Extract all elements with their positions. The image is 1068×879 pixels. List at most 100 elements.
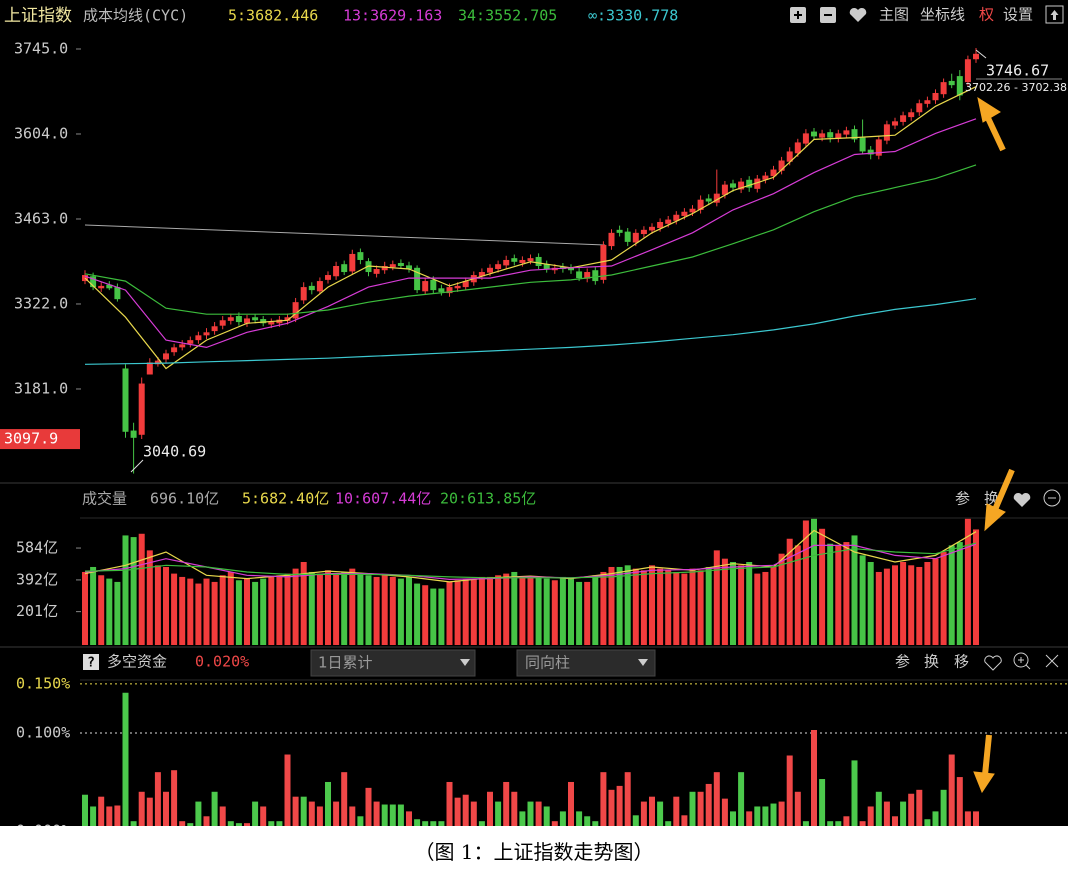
volume-bar bbox=[657, 568, 664, 645]
export-icon[interactable] bbox=[1045, 5, 1064, 24]
annotation: 3702.26 - 3702.38 bbox=[965, 81, 1067, 94]
candle-body bbox=[964, 59, 971, 83]
candle-body bbox=[195, 335, 202, 341]
toolbar-button[interactable]: 设置 bbox=[1003, 6, 1033, 24]
candle-body bbox=[649, 226, 655, 231]
dropdown-arrow bbox=[460, 659, 470, 666]
candle-body bbox=[924, 100, 931, 104]
flow-bar bbox=[325, 781, 331, 826]
volume-bar bbox=[462, 578, 469, 645]
candle-body bbox=[640, 229, 647, 235]
candle-body bbox=[827, 132, 834, 138]
flow-bar bbox=[349, 806, 356, 826]
candle-body bbox=[373, 269, 380, 274]
flow-bar bbox=[932, 811, 939, 826]
candle-body bbox=[438, 288, 445, 292]
candle-body bbox=[122, 368, 129, 432]
volume-bar bbox=[640, 570, 647, 645]
y-tick-label: 0.150% bbox=[16, 674, 70, 692]
volume-bar bbox=[146, 550, 153, 645]
volume-bar bbox=[697, 570, 704, 645]
toolbar-button[interactable]: 主图 bbox=[879, 6, 909, 24]
close-panel-icon[interactable] bbox=[1043, 489, 1061, 507]
ma-line bbox=[84, 298, 977, 365]
panel-button[interactable]: 参 bbox=[895, 653, 910, 671]
volume-bar bbox=[924, 561, 931, 645]
candle-body bbox=[746, 179, 753, 188]
candle-body bbox=[608, 232, 615, 247]
flow-bar bbox=[964, 811, 971, 826]
volume-bar bbox=[511, 571, 518, 645]
candle-body bbox=[292, 302, 299, 319]
flow-current: 0.020% bbox=[195, 653, 249, 671]
volume-bar bbox=[122, 535, 129, 645]
close-icon[interactable] bbox=[1045, 654, 1059, 668]
ma-line bbox=[84, 542, 977, 579]
candle-body bbox=[819, 133, 826, 138]
candle-body bbox=[673, 214, 680, 221]
dropdown[interactable] bbox=[516, 649, 656, 677]
flow-bar bbox=[811, 730, 817, 826]
flow-bar bbox=[406, 811, 412, 826]
volume-bar bbox=[802, 520, 809, 645]
zoom-icon[interactable] bbox=[1013, 652, 1029, 668]
candle-body bbox=[495, 264, 502, 270]
volume-bar bbox=[883, 568, 890, 645]
volume-bar bbox=[292, 568, 299, 645]
candle-body bbox=[908, 112, 915, 118]
volume-bar bbox=[276, 575, 283, 645]
volume-bar bbox=[948, 545, 955, 645]
candle-body bbox=[892, 121, 898, 126]
toolbar-button[interactable]: 权 bbox=[979, 6, 994, 24]
volume-bar bbox=[308, 571, 315, 645]
flow-bar bbox=[98, 796, 105, 826]
panel-button[interactable]: 参 bbox=[955, 490, 970, 508]
favorite-icon[interactable] bbox=[1013, 492, 1031, 507]
y-tick-label: 0.000% bbox=[16, 822, 70, 827]
candle-body bbox=[576, 271, 583, 279]
volume-bar bbox=[843, 542, 850, 645]
flow-bar bbox=[705, 783, 712, 826]
panel-button[interactable]: 换 bbox=[924, 653, 939, 671]
flow-bar bbox=[381, 804, 388, 826]
candle-body bbox=[341, 264, 348, 273]
help-icon[interactable] bbox=[83, 654, 99, 670]
flow-bar bbox=[786, 755, 793, 826]
candle-body bbox=[227, 317, 234, 321]
volume-bar bbox=[956, 542, 963, 645]
candle-body bbox=[940, 82, 947, 95]
flow-bar bbox=[770, 803, 777, 826]
flow-bar bbox=[681, 815, 688, 826]
volume-bar bbox=[163, 566, 169, 645]
candle-body bbox=[316, 281, 323, 292]
candle-body bbox=[179, 344, 186, 348]
arrow-head bbox=[973, 771, 995, 794]
volume-bar bbox=[235, 580, 242, 645]
flow-bar bbox=[916, 789, 923, 826]
flow-bar bbox=[859, 821, 866, 826]
volume-bar bbox=[397, 578, 404, 645]
favorite-icon[interactable] bbox=[984, 655, 1002, 671]
volume-bar bbox=[576, 581, 583, 645]
candle-body bbox=[268, 322, 275, 325]
flow-bar bbox=[365, 787, 372, 826]
legend-entry: 5:682.40亿 bbox=[242, 490, 329, 508]
flow-bar bbox=[689, 791, 696, 826]
dropdown[interactable] bbox=[310, 649, 476, 677]
candle-body bbox=[235, 316, 242, 323]
flow-bar bbox=[973, 811, 979, 826]
flow-bar bbox=[819, 779, 826, 826]
panel-button[interactable]: 移 bbox=[954, 653, 969, 671]
candle-body bbox=[511, 258, 518, 262]
favorite-icon[interactable] bbox=[849, 7, 867, 22]
volume-bar bbox=[786, 538, 793, 645]
y-tick-label: 392亿 bbox=[16, 570, 58, 588]
volume-bar bbox=[940, 552, 947, 645]
flow-bar bbox=[90, 806, 97, 826]
y-tick-label: 3181.0 bbox=[14, 379, 68, 397]
flow-bar bbox=[316, 806, 323, 826]
candle-body bbox=[260, 319, 267, 324]
flow-bar bbox=[721, 798, 728, 826]
toolbar-button[interactable]: 坐标线 bbox=[920, 6, 965, 24]
volume-bar bbox=[746, 561, 753, 645]
